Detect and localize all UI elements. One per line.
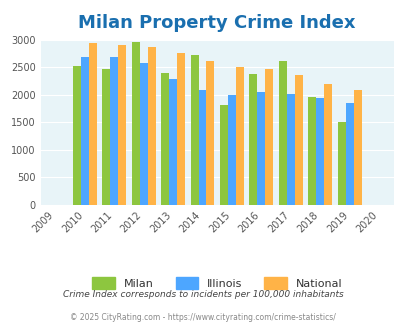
- Bar: [168, 79, 177, 205]
- Bar: [249, 74, 257, 205]
- Bar: [81, 57, 89, 205]
- Text: © 2025 CityRating.com - https://www.cityrating.com/crime-statistics/: © 2025 CityRating.com - https://www.city…: [70, 313, 335, 322]
- Bar: [139, 63, 147, 205]
- Bar: [278, 61, 286, 205]
- Bar: [147, 47, 155, 205]
- Bar: [118, 45, 126, 205]
- Bar: [177, 53, 185, 205]
- Bar: [110, 57, 118, 205]
- Bar: [315, 98, 324, 205]
- Title: Milan Property Crime Index: Milan Property Crime Index: [78, 15, 355, 32]
- Bar: [324, 84, 331, 205]
- Bar: [220, 105, 227, 205]
- Bar: [294, 75, 302, 205]
- Bar: [161, 73, 168, 205]
- Bar: [257, 92, 265, 205]
- Bar: [72, 66, 81, 205]
- Bar: [353, 90, 361, 205]
- Bar: [190, 55, 198, 205]
- Bar: [206, 61, 214, 205]
- Bar: [337, 121, 345, 205]
- Bar: [131, 42, 139, 205]
- Bar: [307, 97, 315, 205]
- Bar: [198, 90, 206, 205]
- Bar: [89, 44, 96, 205]
- Legend: Milan, Illinois, National: Milan, Illinois, National: [88, 273, 345, 293]
- Bar: [286, 94, 294, 205]
- Bar: [227, 95, 235, 205]
- Bar: [265, 69, 273, 205]
- Bar: [102, 69, 110, 205]
- Bar: [235, 67, 243, 205]
- Text: Crime Index corresponds to incidents per 100,000 inhabitants: Crime Index corresponds to incidents per…: [62, 290, 343, 299]
- Bar: [345, 103, 353, 205]
